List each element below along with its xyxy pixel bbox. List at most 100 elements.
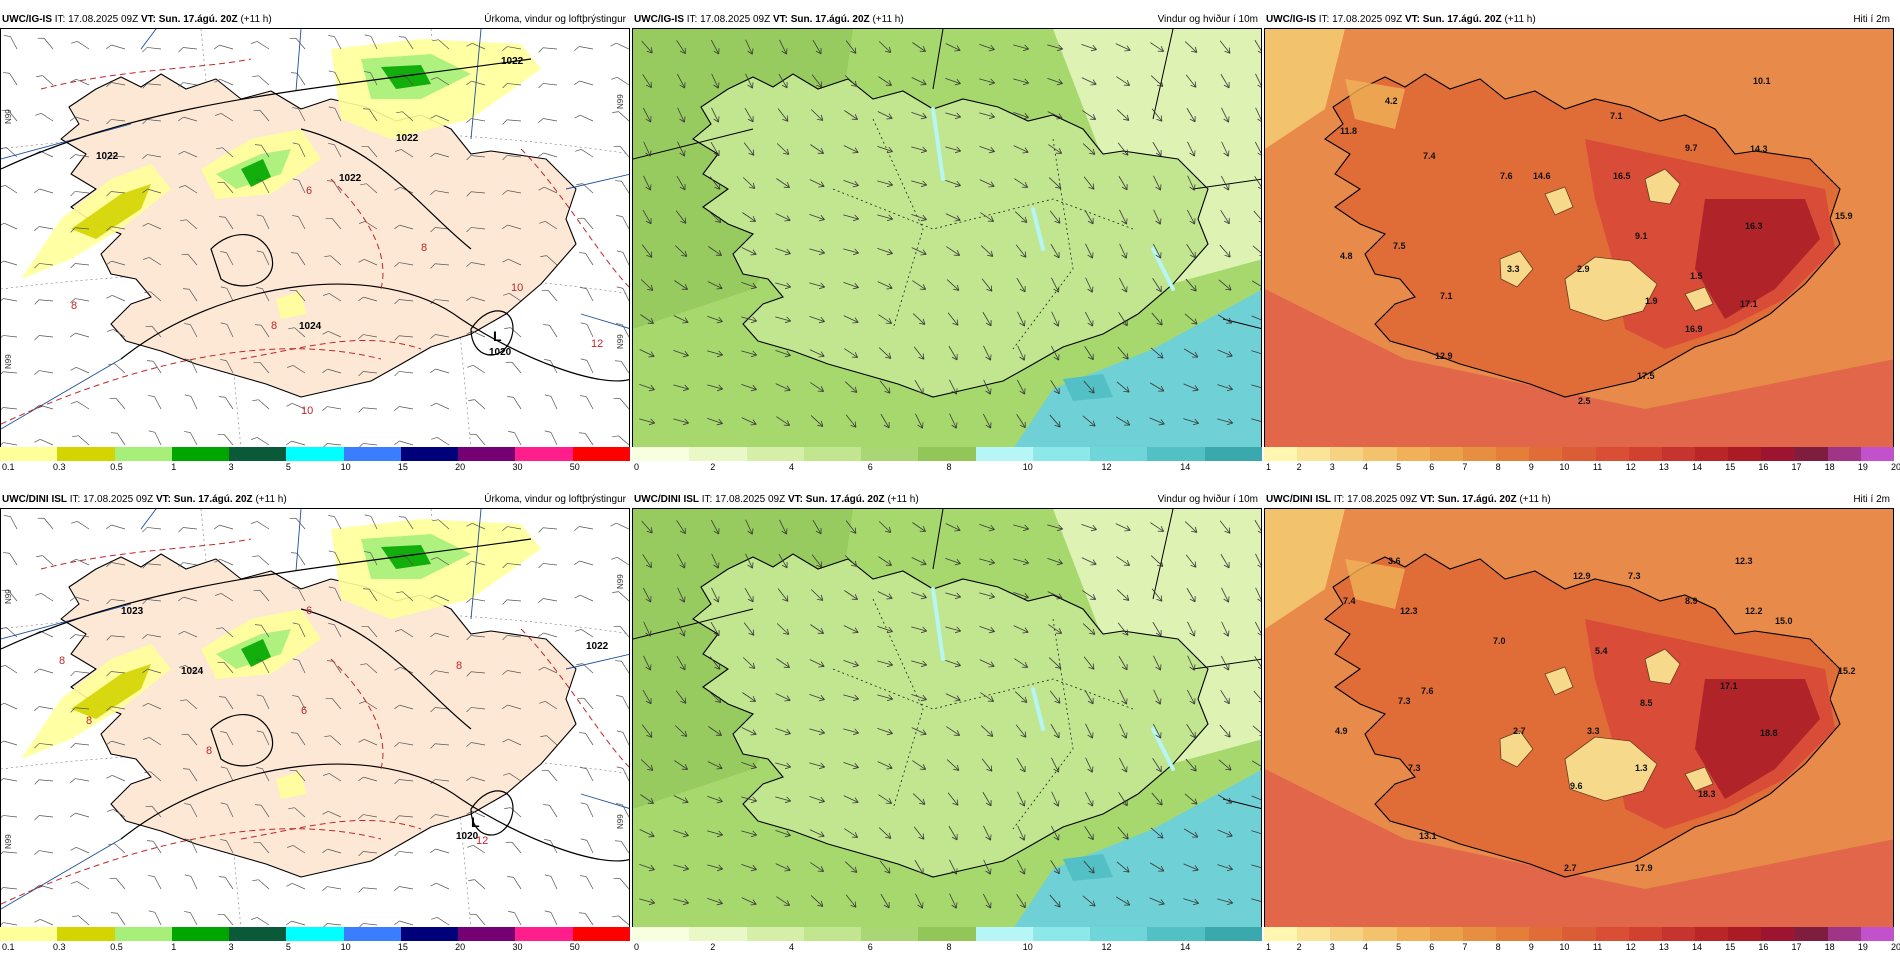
- station-values: 10.1 4.2 7.1 11.8 7.4 9.7 14.3 7.6 14.6 16.5 15.9 1…: [1340, 76, 1853, 406]
- colorbar-swatch: [1728, 447, 1762, 461]
- panel-header: UWC/DINI ISL IT: 17.08.2025 09Z VT: Sun.…: [0, 492, 630, 508]
- map-precip: 1023 1024 1022 L 1020 8 8 6 8 12 8 6 N99 N99 N99 N99: [0, 508, 630, 928]
- colorbar-swatch: [1529, 927, 1563, 941]
- colorbar-swatch: [1860, 447, 1894, 461]
- colorbar-ticks: 0 2 4 6 8 10 12 14: [632, 942, 1262, 954]
- temperature-contour-label: 6: [306, 185, 312, 197]
- colorbar-tick-label: 15: [1725, 942, 1736, 952]
- temperature-value: 12.3: [1400, 606, 1418, 616]
- init-time: IT: 17.08.2025 09Z: [686, 14, 771, 25]
- colorbar-tick-label: 20: [455, 942, 466, 952]
- colorbar-tick-label: 18: [1824, 942, 1835, 952]
- colorbar-swatch: [515, 447, 573, 461]
- colorbar-tick-label: 9: [1528, 942, 1534, 952]
- panel-title: Vindur og hviður í 10m: [1157, 494, 1258, 505]
- colorbar-swatch: [1529, 447, 1563, 461]
- temperature-value: 5.4: [1595, 646, 1608, 656]
- map-wind: [632, 28, 1262, 448]
- colorbar-swatch: [1264, 927, 1298, 941]
- temperature-value: 8.9: [1685, 596, 1698, 606]
- colorbar-tick-label: 12: [1101, 462, 1112, 472]
- valid-time: Sun. 17.ágú. 20Z: [1437, 494, 1517, 505]
- colorbar-swatch: [689, 927, 747, 941]
- map-temperature: 10.1 4.2 7.1 11.8 7.4 9.7 14.3 7.6 14.6 16.5 15.9 1…: [1264, 28, 1894, 448]
- colorbar-swatch: [343, 927, 401, 941]
- init-time: IT: 17.08.2025 09Z: [701, 494, 786, 505]
- temperature-value: 7.1: [1440, 291, 1453, 301]
- colorbar-swatch: [1761, 927, 1795, 941]
- glacier-area: [1684, 766, 1714, 792]
- colorbar-swatch: [1462, 447, 1497, 461]
- isobar-label: 1024: [299, 321, 322, 332]
- colorbar-tick-label: 6: [867, 462, 873, 472]
- colorbar-tick-label: 11: [1592, 942, 1603, 952]
- valid-label: VT:: [1404, 14, 1420, 25]
- temperature-value: 9.7: [1685, 143, 1698, 153]
- colorbar-tick-label: 12: [1625, 462, 1636, 472]
- strong-wind-area: [1014, 770, 1261, 927]
- temperature-value: 17.9: [1635, 863, 1653, 873]
- isobar-label: 1024: [181, 666, 204, 677]
- glacier-area: [1499, 250, 1534, 288]
- colorbar-swatch: [400, 447, 459, 461]
- colorbar-swatch: [114, 927, 172, 941]
- model-name: UWC/DINI ISL: [2, 494, 67, 505]
- colorbar-tick-label: 3: [228, 462, 234, 472]
- temperature-value: 4.8: [1340, 251, 1353, 261]
- colorbar-swatch: [0, 927, 58, 941]
- map-precip: 1022 1022 1022 1022 1024 L 1020 8 8 6 10 12 10 8 N99 N9…: [0, 28, 630, 448]
- glacier-area: [1564, 256, 1658, 322]
- colorbar-temperature: [1264, 927, 1894, 941]
- model-name: UWC/IG-IS: [2, 14, 52, 25]
- colorbar-swatch: [229, 447, 287, 461]
- colorbar-swatch: [1330, 447, 1364, 461]
- glacier-area: [1684, 286, 1714, 312]
- lead-time: (+11 h): [872, 14, 904, 25]
- temperature-contour-label: 12: [476, 835, 488, 847]
- colorbar-tick-label: 0.3: [53, 942, 66, 952]
- colorbar-swatch: [1562, 447, 1596, 461]
- temperature-value: 17.5: [1637, 371, 1655, 381]
- colorbar-swatch: [343, 447, 401, 461]
- colorbar-swatch: [400, 927, 459, 941]
- colorbar-tick-label: 7: [1462, 462, 1468, 472]
- colorbar-tick-label: 15: [397, 462, 408, 472]
- colorbar-swatch: [1860, 927, 1894, 941]
- colorbar-tick-label: 15: [1725, 462, 1736, 472]
- colorbar-swatch: [1032, 447, 1091, 461]
- colorbar-swatch: [171, 447, 230, 461]
- colorbar-swatch: [1661, 447, 1696, 461]
- colorbar-swatch: [1695, 447, 1729, 461]
- panel-title: Úrkoma, vindur og loftþrýstingur: [484, 14, 626, 25]
- temperature-value: 7.4: [1343, 596, 1356, 606]
- panel-title: Vindur og hviður í 10m: [1157, 14, 1258, 25]
- colorbar-swatch: [975, 927, 1033, 941]
- model-name: UWC/DINI ISL: [634, 494, 699, 505]
- temperature-value: 18.8: [1760, 728, 1778, 738]
- isobar-label: 1022: [501, 56, 524, 67]
- colorbar-tick-label: 1: [1266, 462, 1272, 472]
- temperature-value: 12.9: [1573, 571, 1591, 581]
- wind-barbs: [1, 514, 629, 927]
- colorbar-swatch: [57, 447, 115, 461]
- temperature-contour-label: 8: [206, 745, 212, 757]
- temperature-value: 16.3: [1745, 221, 1763, 231]
- temperature-value: 12.3: [1735, 556, 1753, 566]
- colorbar-swatch: [286, 447, 344, 461]
- colorbar-swatch: [975, 447, 1033, 461]
- colorbar-swatch: [1032, 927, 1091, 941]
- colorbar-tick-label: 15: [397, 942, 408, 952]
- colorbar-tick-label: 0.3: [53, 462, 66, 472]
- glacier-area: [1564, 736, 1658, 802]
- panel-wind-dini: UWC/DINI ISL IT: 17.08.2025 09Z VT: Sun.…: [632, 492, 1262, 957]
- colorbar-swatch: [1661, 927, 1696, 941]
- temperature-contour-label: 8: [456, 660, 462, 672]
- colorbar-tick-label: 2: [710, 942, 716, 952]
- colorbar-tick-label: 18: [1824, 462, 1835, 472]
- colorbar-ticks: 1 2 3 4 5 6 7 8 9 10 11 12 13 14 15 16 17 18 19 20: [1264, 462, 1900, 474]
- colorbar-tick-label: 10: [1559, 462, 1570, 472]
- colorbar-swatch: [1496, 447, 1530, 461]
- temperature-value: 9.1: [1635, 231, 1648, 241]
- isobar-label: 1022: [96, 151, 119, 162]
- colorbar-ticks: 0.1 0.3 0.5 1 3 5 10 15 20 30 50: [0, 942, 630, 954]
